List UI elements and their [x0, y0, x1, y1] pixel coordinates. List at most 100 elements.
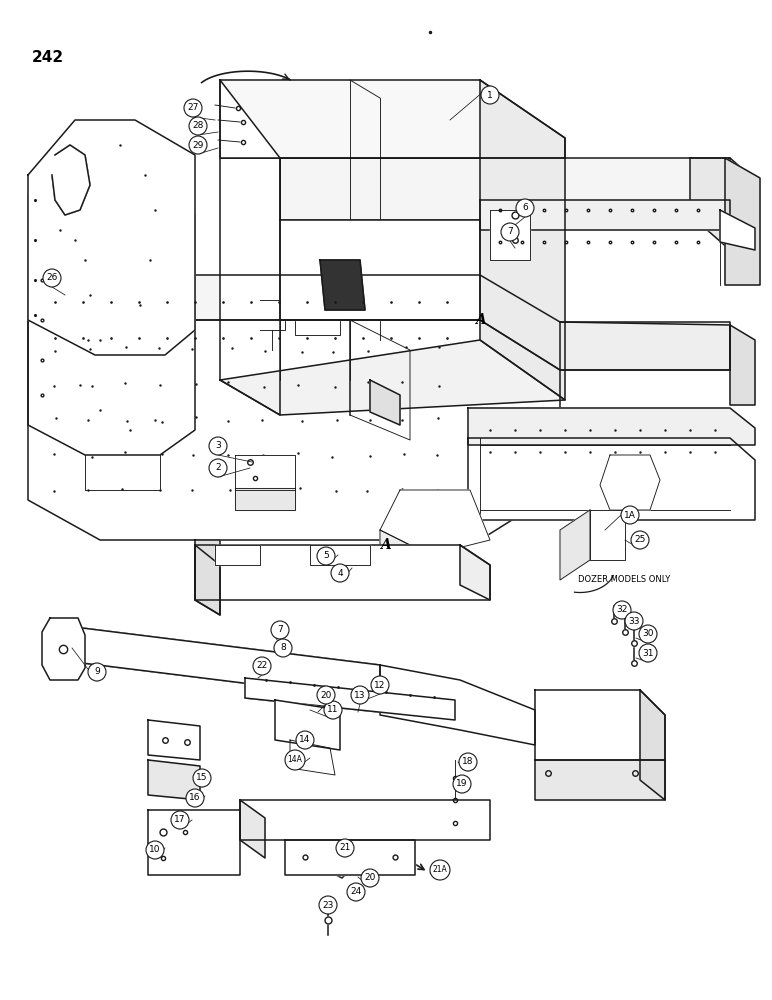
Polygon shape	[195, 545, 220, 615]
Text: 25: 25	[635, 536, 645, 544]
Polygon shape	[600, 455, 660, 510]
Polygon shape	[590, 510, 625, 560]
Circle shape	[184, 99, 202, 117]
Text: 21A: 21A	[432, 865, 448, 874]
Polygon shape	[28, 185, 195, 455]
Polygon shape	[42, 618, 85, 680]
Polygon shape	[220, 340, 565, 415]
Circle shape	[516, 199, 534, 217]
Polygon shape	[640, 690, 665, 800]
Text: DOZER MODELS ONLY: DOZER MODELS ONLY	[578, 576, 670, 584]
Text: 18: 18	[462, 758, 474, 766]
Circle shape	[171, 811, 189, 829]
Circle shape	[347, 883, 365, 901]
Text: 23: 23	[323, 900, 334, 910]
Circle shape	[209, 437, 227, 455]
Polygon shape	[560, 322, 730, 370]
Text: 24: 24	[350, 888, 361, 896]
Polygon shape	[220, 80, 565, 158]
Polygon shape	[240, 800, 490, 840]
Polygon shape	[148, 720, 200, 760]
Polygon shape	[235, 488, 295, 510]
Polygon shape	[468, 438, 755, 520]
Polygon shape	[195, 540, 220, 615]
Circle shape	[274, 639, 292, 657]
Circle shape	[186, 789, 204, 807]
Circle shape	[88, 663, 106, 681]
Circle shape	[43, 269, 61, 287]
Polygon shape	[195, 545, 490, 600]
Circle shape	[639, 625, 657, 643]
Text: 3: 3	[215, 442, 221, 450]
Text: 1: 1	[487, 91, 493, 100]
Polygon shape	[730, 325, 755, 405]
Polygon shape	[725, 158, 760, 285]
Circle shape	[625, 612, 643, 630]
Polygon shape	[58, 625, 380, 700]
Polygon shape	[380, 490, 490, 555]
Polygon shape	[720, 210, 755, 250]
Circle shape	[253, 657, 271, 675]
Polygon shape	[280, 220, 480, 320]
Polygon shape	[380, 665, 535, 745]
Circle shape	[285, 750, 305, 770]
Polygon shape	[310, 545, 370, 565]
Circle shape	[371, 676, 389, 694]
Polygon shape	[215, 545, 260, 565]
Text: 21: 21	[340, 844, 350, 852]
Text: 20: 20	[364, 874, 376, 882]
Circle shape	[613, 601, 631, 619]
Text: 22: 22	[256, 662, 268, 670]
Text: 19: 19	[456, 780, 468, 788]
Text: 32: 32	[616, 605, 628, 614]
Text: 30: 30	[642, 630, 654, 639]
Polygon shape	[560, 510, 590, 580]
Text: 20: 20	[320, 690, 332, 700]
Text: 4: 4	[337, 568, 343, 578]
Text: A: A	[475, 313, 486, 327]
Circle shape	[361, 869, 379, 887]
Text: 1A: 1A	[624, 510, 636, 520]
Polygon shape	[275, 700, 340, 750]
Polygon shape	[220, 80, 280, 415]
Circle shape	[189, 117, 207, 135]
Circle shape	[193, 769, 211, 787]
Circle shape	[501, 223, 519, 241]
Polygon shape	[535, 760, 665, 800]
Circle shape	[639, 644, 657, 662]
Text: 7: 7	[507, 228, 513, 236]
Circle shape	[459, 753, 477, 771]
Circle shape	[319, 896, 337, 914]
Text: 33: 33	[628, 616, 640, 626]
Circle shape	[209, 459, 227, 477]
Polygon shape	[240, 800, 265, 858]
Polygon shape	[370, 380, 400, 425]
Polygon shape	[280, 158, 730, 220]
Polygon shape	[235, 455, 295, 490]
Text: 14A: 14A	[287, 756, 303, 764]
Circle shape	[621, 506, 639, 524]
Circle shape	[631, 531, 649, 549]
Circle shape	[351, 686, 369, 704]
Polygon shape	[290, 740, 335, 775]
Text: 13: 13	[354, 690, 366, 700]
Text: 31: 31	[642, 648, 654, 658]
Polygon shape	[52, 145, 90, 215]
Text: 10: 10	[149, 846, 161, 854]
Polygon shape	[535, 690, 665, 760]
Circle shape	[453, 775, 471, 793]
Circle shape	[331, 564, 349, 582]
Polygon shape	[28, 120, 195, 355]
Text: 28: 28	[192, 121, 204, 130]
Text: 16: 16	[189, 794, 201, 802]
Polygon shape	[28, 275, 730, 370]
Polygon shape	[148, 810, 240, 875]
Text: A: A	[380, 538, 391, 552]
Text: 242: 242	[32, 50, 64, 66]
Text: 5: 5	[323, 552, 329, 560]
Circle shape	[317, 686, 335, 704]
Polygon shape	[148, 760, 200, 800]
Polygon shape	[285, 840, 415, 875]
Circle shape	[271, 621, 289, 639]
Circle shape	[324, 701, 342, 719]
